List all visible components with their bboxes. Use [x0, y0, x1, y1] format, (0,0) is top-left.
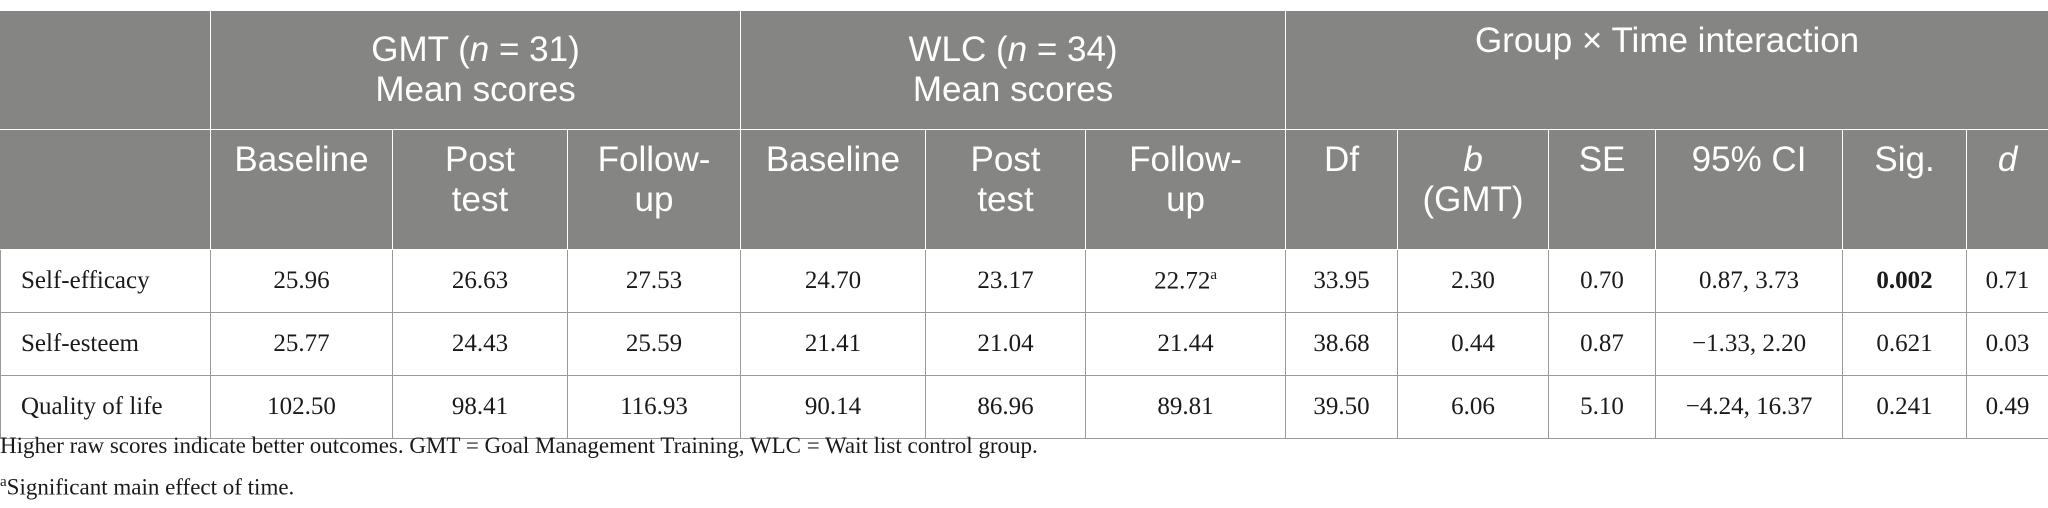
col-header-wlc-follow-up: Follow-up	[1085, 129, 1287, 250]
table-cell: 102.50	[210, 375, 393, 439]
table-cell: 0.621	[1842, 312, 1968, 376]
table-cell: −4.24, 16.37	[1655, 375, 1844, 439]
table-cell: 86.96	[925, 375, 1087, 439]
table-row-quality-of-life: Quality of life 102.50 98.41 116.93 90.1…	[0, 375, 2048, 439]
table-cell: 25.96	[210, 249, 393, 313]
col-header-gmt-baseline: Baseline	[210, 129, 393, 250]
col-header-d: d	[1966, 129, 2048, 250]
table-cell: 21.04	[925, 312, 1087, 376]
col-header-sig: Sig.	[1842, 129, 1968, 250]
table-cell: 90.14	[740, 375, 927, 439]
col-header-df: Df	[1285, 129, 1399, 250]
table-cell: 0.44	[1397, 312, 1550, 376]
col-header-wlc-post-test: Post test	[925, 129, 1087, 250]
table-cell: −1.33, 2.20	[1655, 312, 1844, 376]
group-header-interaction: Group × Time interaction	[1285, 10, 2048, 130]
table-cell: 0.49	[1966, 375, 2048, 439]
corner-cell-2	[0, 129, 211, 250]
col-header-gmt-post-test: Post test	[392, 129, 568, 250]
table-cell: 39.50	[1285, 375, 1399, 439]
col-header-wlc-baseline: Baseline	[740, 129, 927, 250]
table-cell: 24.70	[740, 249, 927, 313]
footnote-marker: a	[0, 474, 7, 490]
table-cell-footnoted: 22.72a	[1085, 249, 1287, 313]
abbreviation-note: Higher raw scores indicate better outcom…	[0, 433, 1038, 458]
col-header-se: SE	[1548, 129, 1657, 250]
table-cell: 116.93	[566, 375, 742, 439]
table-notes: Higher raw scores indicate better outcom…	[0, 428, 2040, 506]
row-label: Self-esteem	[0, 312, 211, 376]
row-label: Quality of life	[0, 375, 211, 439]
table-cell: 6.06	[1397, 375, 1550, 439]
group-header-wlc: WLC (n = 34) Mean scores	[740, 10, 1287, 130]
group-header-row: GMT (n = 31) Mean scores WLC (n = 34) Me…	[0, 10, 2048, 130]
table-cell: 25.77	[210, 312, 393, 376]
group-header-gmt: GMT (n = 31) Mean scores	[209, 10, 742, 130]
table-row-self-efficacy: Self-efficacy 25.96 26.63 27.53 24.70 23…	[0, 249, 2048, 313]
table-cell: 0.241	[1842, 375, 1968, 439]
col-header-ci: 95% CI	[1655, 129, 1844, 250]
col-header-b: b (GMT)	[1397, 129, 1550, 250]
table-cell: 0.70	[1548, 249, 1657, 313]
table-cell: 0.71	[1966, 249, 2048, 313]
table-cell: 27.53	[566, 249, 742, 313]
footnote-text: aSignificant main effect of time.	[0, 474, 295, 500]
table-cell: 38.68	[1285, 312, 1399, 376]
table-cell: 0.87	[1548, 312, 1657, 376]
footnote-marker: a	[1210, 266, 1217, 283]
row-label: Self-efficacy	[0, 249, 211, 313]
table-cell: 21.41	[740, 312, 927, 376]
table-cell-significant: 0.002	[1842, 249, 1968, 313]
table-cell: 89.81	[1085, 375, 1287, 439]
col-header-gmt-follow-up: Follow-up	[566, 129, 742, 250]
table-cell: 23.17	[925, 249, 1087, 313]
table-cell: 33.95	[1285, 249, 1399, 313]
table-cell: 25.59	[566, 312, 742, 376]
table-cell: 98.41	[392, 375, 568, 439]
table-cell: 0.03	[1966, 312, 2048, 376]
table-cell: 24.43	[392, 312, 568, 376]
results-table: GMT (n = 31) Mean scores WLC (n = 34) Me…	[0, 10, 2048, 439]
table-cell: 21.44	[1085, 312, 1287, 376]
table-cell: 2.30	[1397, 249, 1550, 313]
table-cell: 26.63	[392, 249, 568, 313]
table-row-self-esteem: Self-esteem 25.77 24.43 25.59 21.41 21.0…	[0, 312, 2048, 376]
table-cell: 5.10	[1548, 375, 1657, 439]
column-header-row: Baseline Post test Follow-up Baseline Pos…	[0, 129, 2048, 250]
table-cell: 0.87, 3.73	[1655, 249, 1844, 313]
corner-cell	[0, 10, 211, 130]
